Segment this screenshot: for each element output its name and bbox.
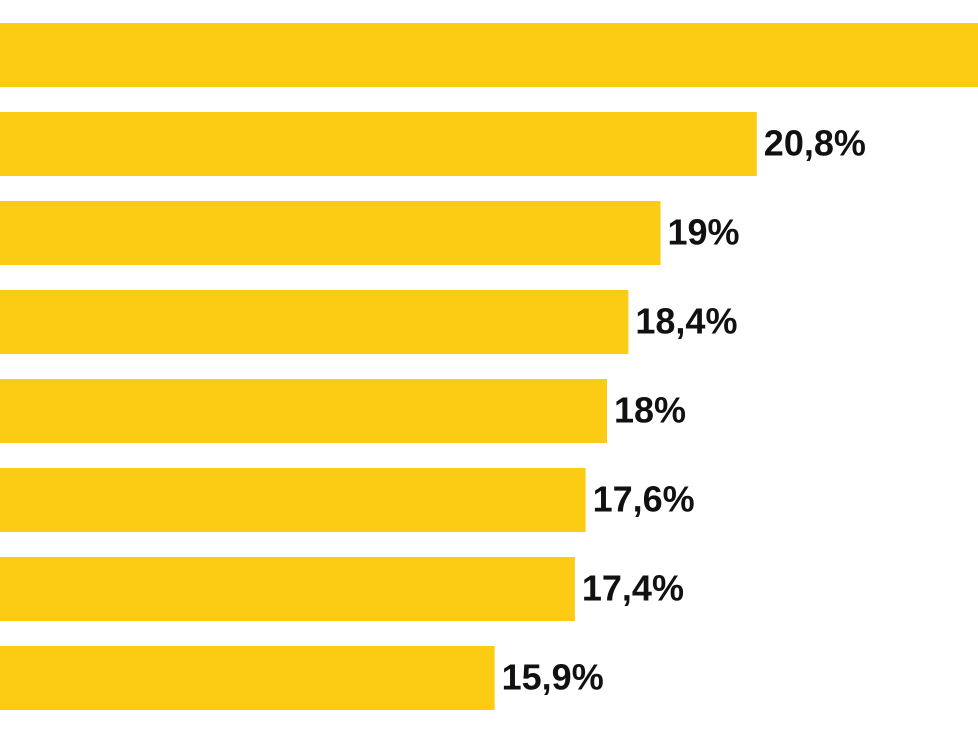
bar bbox=[0, 290, 629, 354]
value-label: 15,9% bbox=[502, 657, 604, 698]
value-label: 18% bbox=[614, 390, 686, 431]
value-label: 17,6% bbox=[593, 479, 695, 520]
value-label: 19% bbox=[668, 212, 740, 253]
bar bbox=[0, 646, 495, 710]
value-label: 20,8% bbox=[764, 123, 866, 164]
bar bbox=[0, 468, 586, 532]
value-label: 17,4% bbox=[582, 568, 684, 609]
bar bbox=[0, 201, 661, 265]
bar bbox=[0, 112, 757, 176]
value-label: 18,4% bbox=[635, 301, 737, 342]
bar bbox=[0, 557, 575, 621]
bar bbox=[0, 379, 607, 443]
bar bbox=[0, 23, 978, 87]
